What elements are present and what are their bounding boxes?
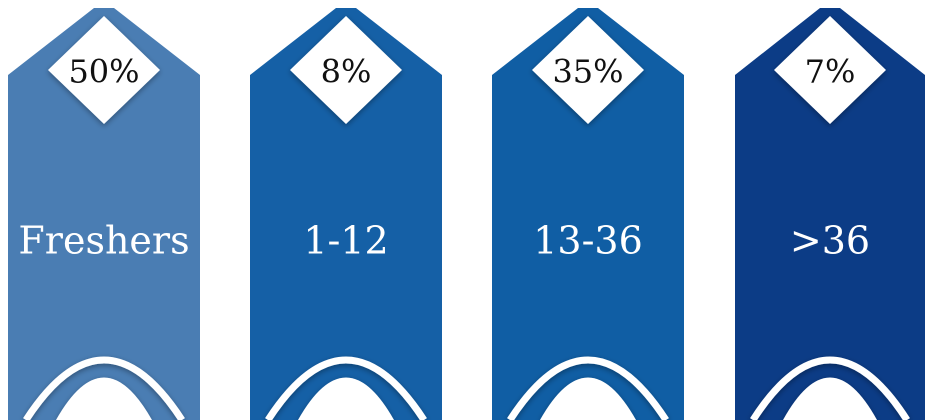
percent: 35% [552, 53, 623, 91]
diamond [48, 16, 160, 124]
percent: 7% [805, 53, 856, 91]
label: 13-36 [533, 219, 643, 263]
bottom-arc [507, 356, 669, 420]
bottom-notch [783, 377, 877, 420]
diamond [290, 16, 402, 124]
percent: 8% [321, 53, 372, 91]
label: Freshers [18, 219, 189, 263]
panel [735, 8, 925, 420]
percent: 50% [68, 53, 139, 91]
bottom-arc [265, 356, 427, 420]
bottom-notch [540, 377, 636, 420]
bottom-notch [298, 377, 394, 420]
panel [8, 8, 200, 420]
label: 1-12 [303, 219, 388, 263]
diamond [532, 16, 644, 124]
panel [250, 8, 442, 420]
label: >36 [790, 219, 870, 263]
bottom-arc [23, 356, 185, 420]
panel [492, 8, 684, 420]
diamond [774, 16, 886, 124]
bottom-notch [56, 377, 152, 420]
bottom-arc [750, 356, 910, 420]
